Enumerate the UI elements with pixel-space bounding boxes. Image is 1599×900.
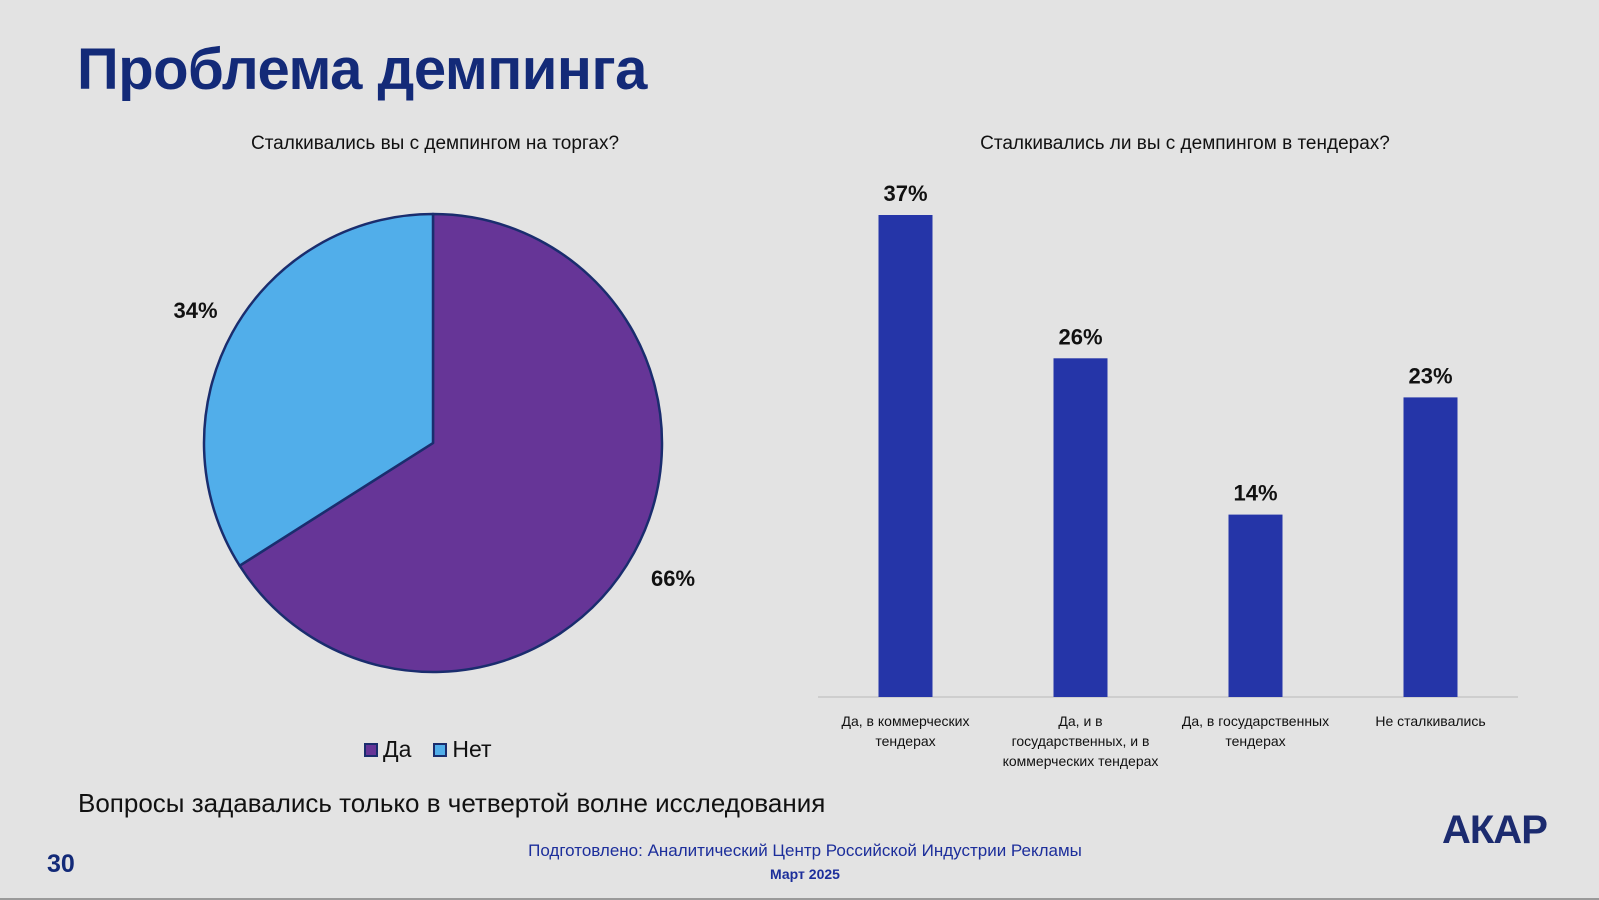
bar-data-label-3: 14% [1233,481,1277,506]
footer-date: Март 2025 [770,866,840,882]
bar-data-label-4: 23% [1408,363,1452,388]
survey-note: Вопросы задавались только в четвертой во… [78,788,826,818]
pie-slice-yes [238,212,664,674]
bar-category-label-3: Да, в государственных тендерах [1182,713,1329,749]
bottom-divider [0,898,1599,900]
legend-item-no: Нет [433,736,492,763]
footer-source: Подготовлено: Аналитический Центр Россий… [528,841,1082,860]
bar-category-label-2: Да, и в государственных, и в коммерческих … [1003,713,1159,769]
pie-chart: 66% 34% [173,212,695,674]
bar-data-label-1: 37% [883,181,927,206]
page-number: 30 [47,850,75,878]
bar-category-label-1: Да, в коммерческих тендерах [842,713,970,749]
pie-label-no: 34% [173,298,217,323]
legend-swatch-no [433,742,448,757]
legend-item-yes: Да [364,736,411,763]
legend-swatch-yes [364,742,378,757]
legend-label-yes: Да [383,736,412,762]
bar-4 [1403,397,1458,697]
bar-data-label-2: 26% [1058,324,1102,349]
bar-1 [878,215,933,697]
bar-chart-title: Сталкивались ли вы с демпингом в тендера… [980,133,1390,154]
pie-legend: Да Нет [364,736,492,763]
bar-2 [1053,358,1108,697]
pie-chart-title: Сталкивались вы с демпингом на торгах? [250,133,620,154]
pie-label-yes: 66% [651,566,695,591]
bar-category-label-4: Не сталкивались [1375,713,1485,729]
slide-title: Проблема демпинга [77,37,647,102]
pie-slice-no [202,212,435,567]
akar-logo: АКАР [1442,808,1548,852]
legend-label-no: Нет [452,736,492,762]
bar-3 [1228,514,1283,697]
